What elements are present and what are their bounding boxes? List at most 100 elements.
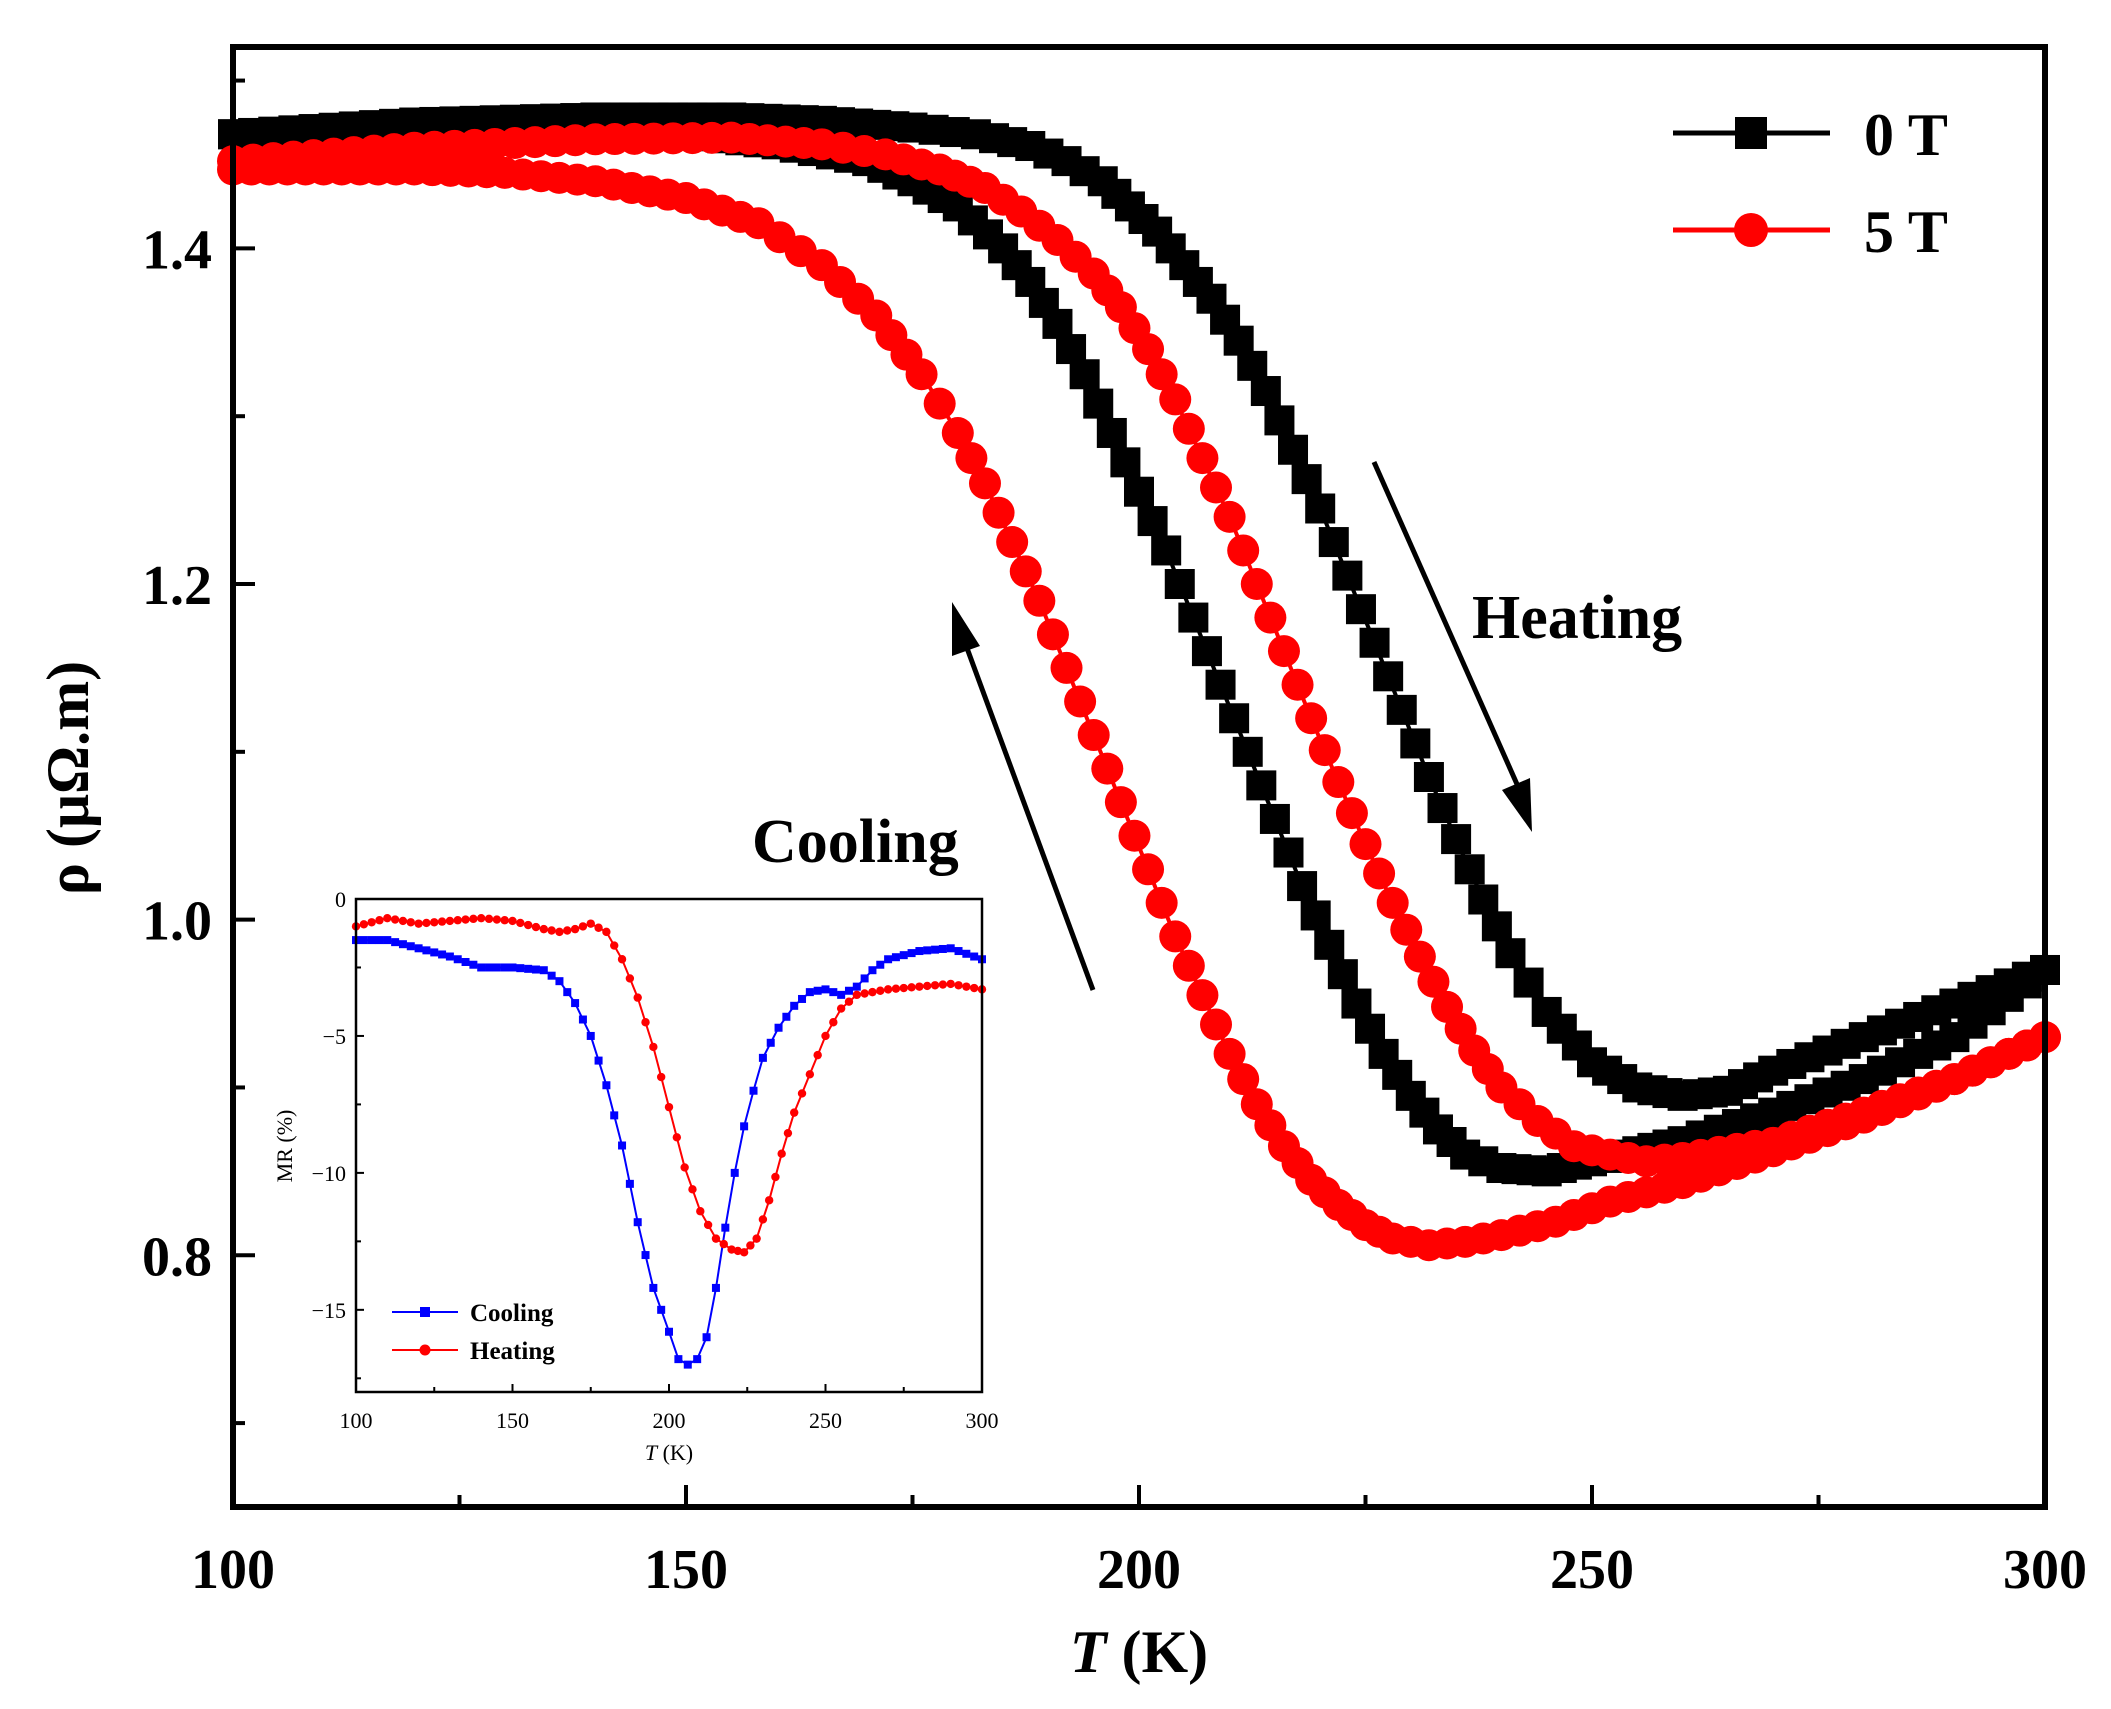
inset-data-point [625,974,635,983]
inset-data-point [437,917,447,926]
inset-background [356,899,982,1392]
data-point [1205,669,1236,700]
inset-data-point [931,945,940,954]
inset-data-point [683,1360,692,1369]
inset-data-point [868,987,877,997]
data-point [1118,819,1151,852]
inset-data-point [657,1305,666,1314]
inset-data-point [649,1283,658,1292]
inset-y-tick-label: −15 [312,1298,346,1323]
inset-data-point [730,1168,739,1177]
heating-arrow-head [1502,778,1532,832]
cooling-arrow-line [961,639,1096,991]
inset-data-point [391,938,400,947]
inset-data-point [461,957,470,966]
data-point [1091,752,1124,785]
x-tick-label: 100 [191,1539,275,1601]
inset-data-point [484,914,494,924]
inset-data-point [594,923,603,932]
inset-data-point [798,994,807,1003]
x-tick-label: 300 [2003,1539,2087,1601]
inset-y-axis-title: MR (%) [272,1110,297,1183]
data-point [1386,694,1417,725]
data-point [1110,447,1141,478]
data-point [1124,476,1154,507]
inset-data-point [539,924,548,934]
inset-data-point [477,913,486,923]
inset-data-point [758,1215,768,1224]
data-point [1186,442,1219,475]
inset-legend-label-cooling: Cooling [470,1300,554,1327]
data-point [1513,967,1544,998]
data-point [1363,857,1396,890]
inset-data-point [860,989,869,998]
inset-data-point [485,963,494,972]
inset-data-point [852,982,861,991]
inset-data-point [390,915,400,924]
inset-data-point [797,1089,807,1098]
inset-data-point [531,965,540,974]
inset-data-point [790,1108,799,1117]
inset-data-point [954,947,963,956]
inset-data-point [805,988,814,997]
inset-x-tick-label: 100 [340,1408,373,1433]
data-point [1335,797,1368,830]
inset-data-point [547,926,556,935]
inset-data-point [733,1246,743,1256]
data-point [1227,1063,1260,1096]
main-y-axis-title: ρ (μΩ.m) [35,661,101,895]
data-point [1495,938,1526,969]
data-point [1403,940,1436,973]
main-x-axis-symbol: T [1070,1619,1109,1685]
heating-label: Heating [1472,584,1682,652]
data-point [1069,359,1100,390]
data-point [1373,661,1404,692]
data-point [1137,506,1168,537]
inset-data-point [774,1023,783,1032]
data-point [1287,871,1318,902]
inset-data-point [492,915,502,924]
inset-x-axis-unit: (K) [657,1440,693,1465]
inset-data-point [578,922,588,931]
inset-data-point [594,1056,603,1065]
inset-data-point [915,947,924,956]
data-point [1273,837,1304,868]
data-point [1318,527,1349,558]
legend-marker-5t [1734,213,1768,247]
inset-data-point [674,1355,683,1364]
inset-data-point [813,986,822,995]
inset-data-point [477,963,486,972]
inset-data-point [790,1001,799,1010]
main-x-axis-title: T (K) [1070,1619,1208,1685]
cooling-arrow-head [952,602,980,656]
inset-data-point [721,1223,730,1232]
inset-data-point [954,981,963,990]
inset-data-point [430,918,439,927]
inset-data-point [711,1283,720,1292]
data-point [1132,853,1165,886]
inset-data-point [625,1179,634,1188]
inset-data-point [398,916,408,926]
data-point [1267,635,1300,668]
inset-data-point [422,946,431,955]
inset-data-point [610,941,619,950]
inset-data-point [610,1111,619,1120]
inset-data-point [586,919,595,928]
data-point [1077,719,1110,752]
inset-data-point [367,918,376,927]
legend-label-0t: 0 T [1864,102,1948,168]
inset-x-axis-title: T (K) [645,1440,693,1465]
data-point [1213,500,1246,533]
inset-data-point [711,1234,721,1243]
data-point [1250,376,1281,407]
inset-x-tick-label: 150 [496,1408,529,1433]
data-point [1481,911,1512,942]
inset-legend-label-heating: Heating [470,1338,555,1365]
main-x-axis-unit: (K) [1107,1619,1209,1685]
data-point [1200,1008,1233,1041]
inset-data-point [876,960,885,969]
inset-data-point [946,944,955,953]
data-point [1036,618,1069,651]
data-point [1096,417,1127,448]
